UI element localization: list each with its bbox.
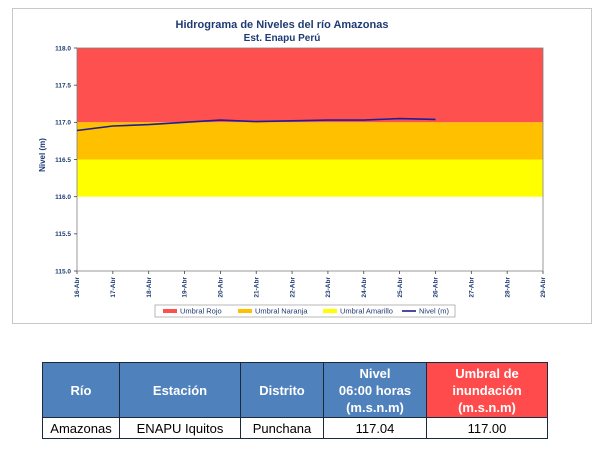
series-line-nivel [76, 117, 436, 132]
chart-title: Hidrograma de Niveles del río Amazonas [176, 19, 389, 31]
header-rio: Río [42, 362, 120, 418]
legend-box [154, 304, 456, 318]
x-tick-label: 25-Abr [397, 277, 404, 298]
cell-estacion: ENAPU Iquitos [119, 417, 241, 439]
x-tick-label: 21-Abr [253, 277, 260, 298]
header-nivel-label: Nivel 06:00 horas (m.s.n.m) [338, 365, 412, 415]
chart-frame: Hidrograma de Niveles del río Amazonas E… [12, 8, 592, 324]
y-tick-label: 117.0 [55, 120, 71, 127]
table-row: Amazonas ENAPU Iquitos Punchana 117.04 1… [42, 417, 548, 439]
header-distrito-label: Distrito [259, 382, 305, 398]
header-umbral-label: Umbral de inundación (m.s.n.m) [452, 365, 522, 415]
legend-swatch [323, 309, 337, 313]
x-tick-label: 19-Abr [182, 277, 189, 298]
y-tick-label: 118.0 [55, 45, 71, 52]
threshold-band-umbral-naranja [77, 122, 543, 160]
x-tick-label: 28-Abr [504, 277, 511, 298]
y-tick-label: 115.5 [55, 231, 71, 238]
chart-subtitle: Est. Enapu Perú [244, 33, 321, 44]
legend-label: Umbral Amarillo [340, 307, 393, 316]
header-nivel: Nivel 06:00 horas (m.s.n.m) [323, 362, 427, 418]
x-tick-label: 23-Abr [325, 277, 332, 298]
threshold-band-umbral-rojo [77, 48, 543, 123]
chart-legend: Umbral Rojo Umbral Naranja Umbral Amarillo… [154, 304, 456, 318]
x-tick-label: 29-Abr [540, 277, 547, 298]
legend-label: Umbral Naranja [255, 307, 308, 316]
cell-rio: Amazonas [42, 417, 120, 439]
cell-distrito: Punchana [240, 417, 324, 439]
threshold-band-umbral-amarillo [77, 159, 543, 197]
hydrograph-chart: Hidrograma de Niveles del río Amazonas E… [38, 19, 547, 318]
cell-nivel: 117.04 [323, 417, 427, 439]
header-distrito: Distrito [240, 362, 324, 418]
legend-swatch [238, 309, 252, 313]
y-axis-label: Nivel (m) [38, 138, 47, 172]
x-tick-label: 24-Abr [361, 277, 368, 298]
header-estacion-label: Estación [152, 382, 208, 398]
river-level-table: Río Estación Distrito Nivel 06:00 horas … [42, 362, 548, 439]
y-tick-label: 115.0 [55, 268, 71, 275]
plot-area: 115.0 115.5 116.0 116.5 117.0 117.5 118.0 16-Ab… [55, 45, 547, 297]
header-umbral: Umbral de inundación (m.s.n.m) [426, 362, 548, 418]
legend-label: Umbral Rojo [180, 307, 222, 316]
x-tick-label: 17-Abr [110, 277, 117, 298]
legend-label: Nivel (m) [419, 307, 449, 316]
header-estacion: Estación [119, 362, 241, 418]
y-tick-label: 116.0 [55, 194, 71, 201]
cell-umbral: 117.00 [426, 417, 548, 439]
x-tick-label: 16-Abr [74, 277, 81, 298]
x-tick-label: 26-Abr [433, 277, 440, 298]
legend-swatch [163, 309, 177, 313]
x-tick-label: 18-Abr [146, 277, 153, 298]
y-tick-label: 117.5 [55, 82, 71, 89]
x-tick-label: 22-Abr [289, 277, 296, 298]
x-tick-label: 27-Abr [469, 277, 476, 298]
header-rio-label: Río [70, 382, 92, 398]
x-tick-label: 20-Abr [218, 277, 225, 298]
table-header-row: Río Estación Distrito Nivel 06:00 horas … [42, 362, 548, 418]
y-tick-label: 116.5 [55, 157, 71, 164]
